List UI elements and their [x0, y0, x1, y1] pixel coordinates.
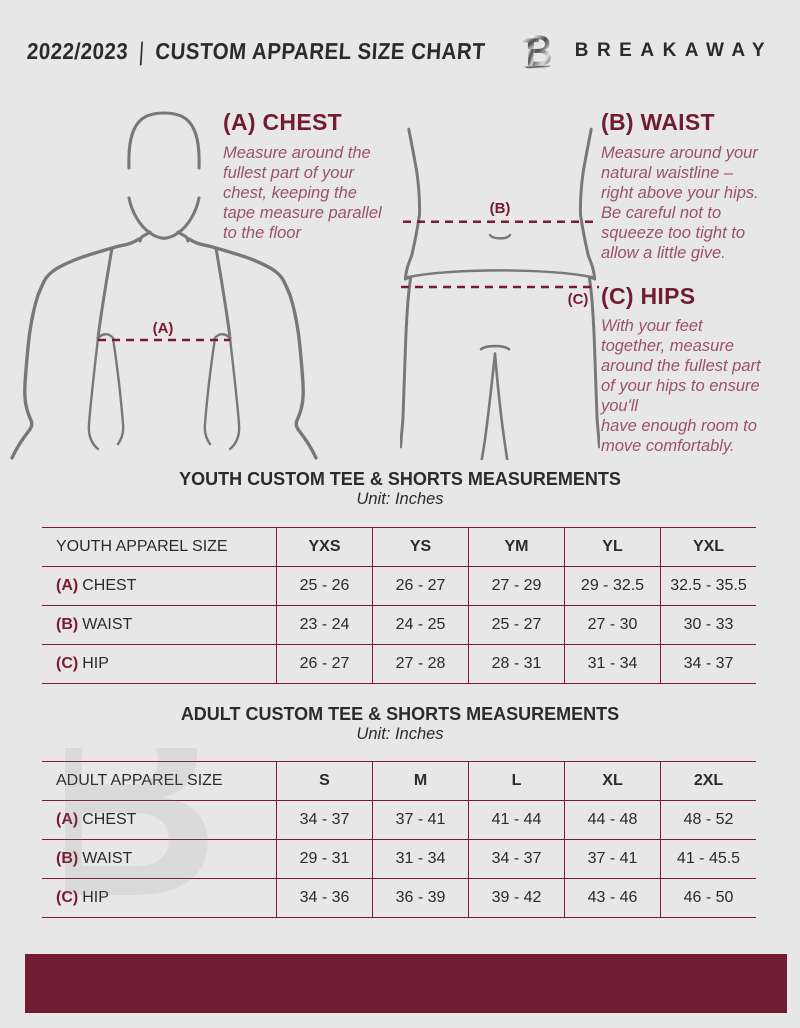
- svg-text:(B): (B): [490, 200, 511, 217]
- svg-text:(A): (A): [153, 320, 174, 337]
- svg-text:(C): (C): [568, 291, 589, 308]
